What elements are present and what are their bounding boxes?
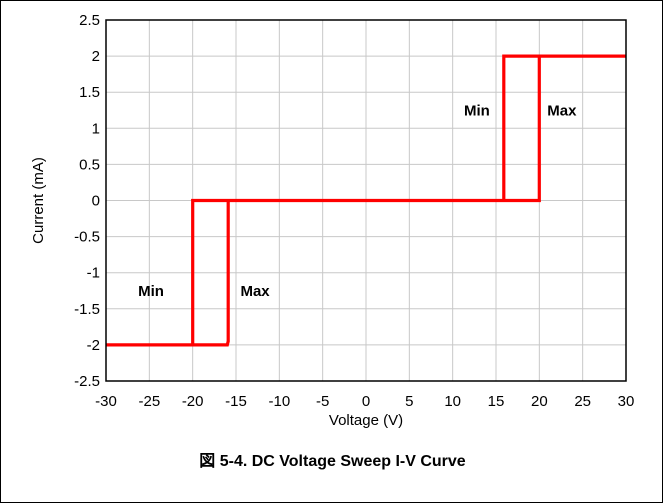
x-tick-label: 30 (618, 393, 635, 410)
y-axis-title: Current (mA) (30, 157, 47, 244)
x-tick-label: -30 (95, 393, 117, 410)
y-tick-label: 0.5 (79, 156, 100, 173)
y-tick-label: 0 (92, 193, 100, 210)
annotation-label: Max (240, 283, 270, 300)
x-tick-label: -25 (138, 393, 160, 410)
x-tick-label: -5 (316, 393, 329, 410)
x-tick-label: 20 (531, 393, 548, 410)
tick-labels: -30 -25 -20 -15 -10 -5 0 5 10 15 20 25 30-2.5-2-1.5-… (74, 12, 634, 410)
y-tick-label: 1.5 (79, 84, 100, 101)
annotation-label: Max (547, 102, 577, 119)
y-tick-label: -1.5 (74, 301, 100, 318)
iv-curve-line (106, 54, 626, 347)
y-tick-label: 1 (92, 120, 100, 137)
y-tick-label: 2 (92, 48, 100, 65)
x-tick-label: -15 (225, 393, 247, 410)
x-tick-label: -20 (182, 393, 204, 410)
x-tick-label: 25 (574, 393, 591, 410)
annotation-label: Min (464, 102, 490, 119)
y-tick-label: 2.5 (79, 12, 100, 29)
x-tick-label: 10 (444, 393, 461, 410)
y-tick-label: -1 (87, 265, 100, 282)
annotations: Min Max Min Max (138, 102, 577, 300)
y-tick-label: -2.5 (74, 373, 100, 390)
series-layer (106, 54, 626, 347)
annotation-label: Min (138, 283, 164, 300)
y-tick-label: -0.5 (74, 229, 100, 246)
x-tick-label: -10 (268, 393, 290, 410)
iv-curve-chart: -30 -25 -20 -15 -10 -5 0 5 10 15 20 25 30-2.5-2-1.5-… (30, 12, 634, 429)
figure-caption: 図 5-4. DC Voltage Sweep I-V Curve (199, 453, 466, 470)
x-tick-label: 5 (405, 393, 413, 410)
y-tick-label: -2 (87, 337, 100, 354)
x-tick-label: 0 (362, 393, 370, 410)
x-tick-label: 15 (488, 393, 505, 410)
plot-area-border (105, 19, 627, 382)
x-axis-title: Voltage (V) (329, 412, 403, 429)
